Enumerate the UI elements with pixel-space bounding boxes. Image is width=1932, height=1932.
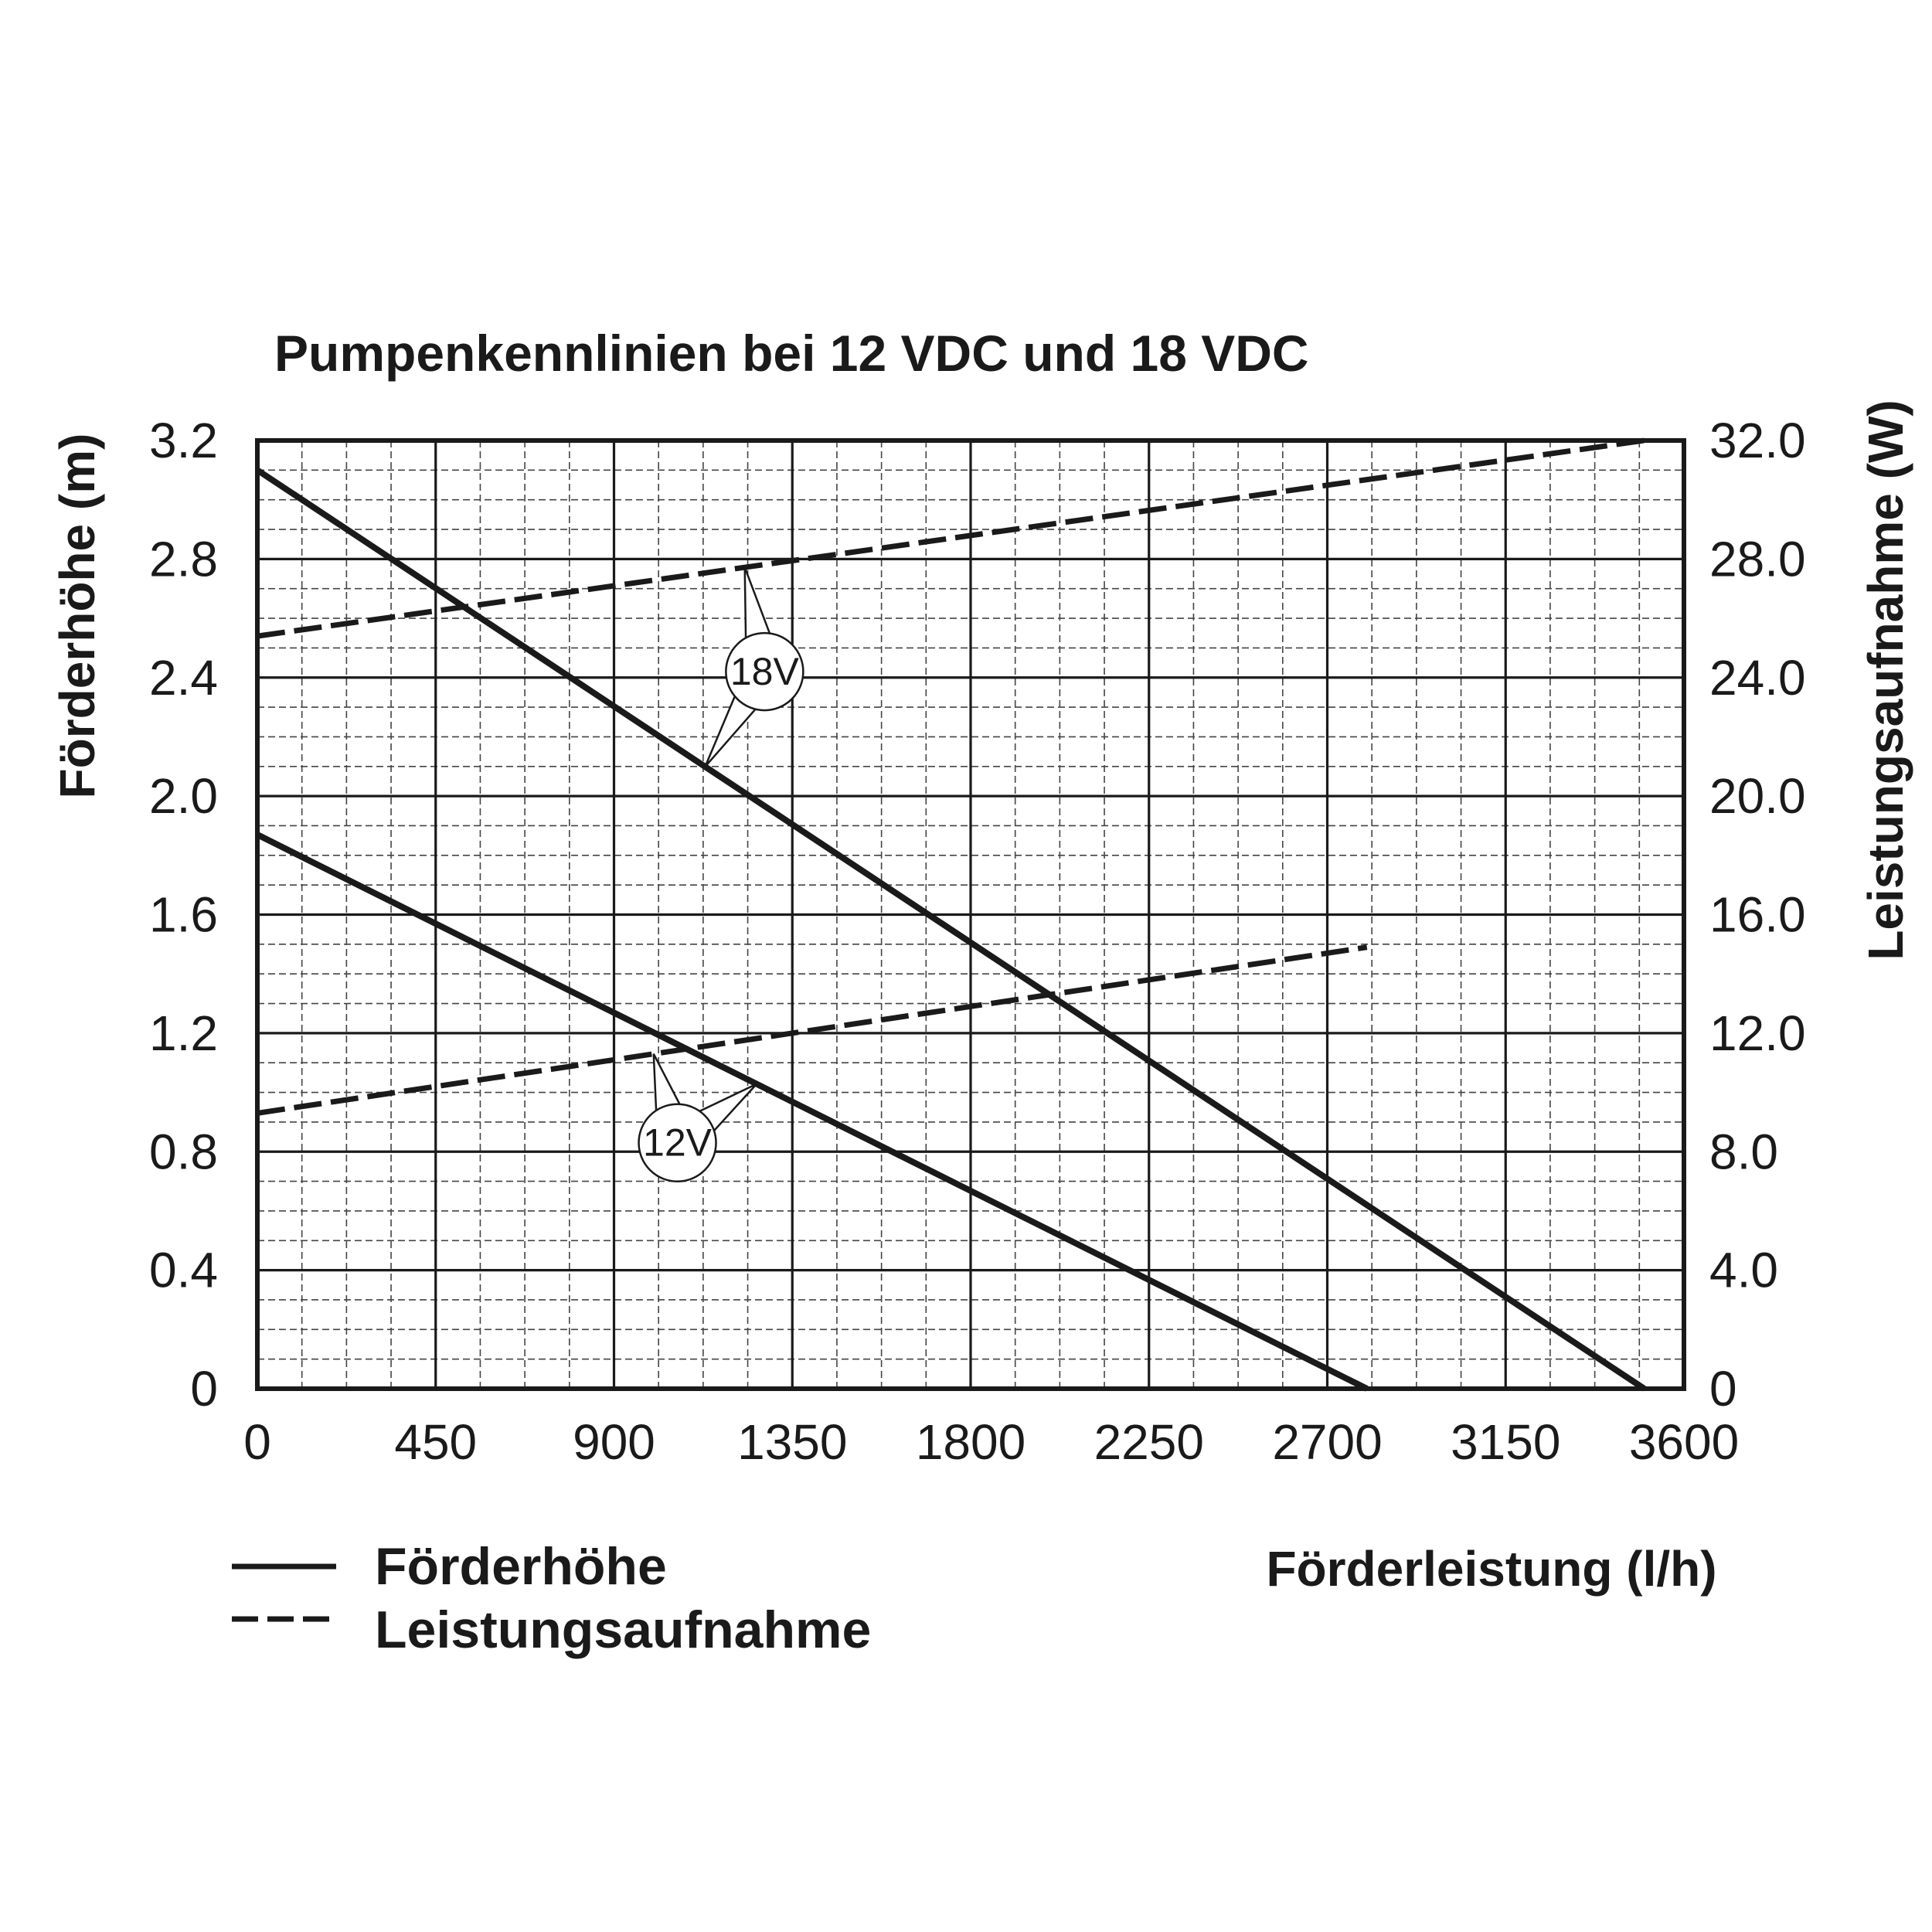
y2-tick-label: 20.0	[1709, 768, 1806, 824]
plot-frame	[255, 438, 1686, 1391]
y-tick-label: 0	[190, 1361, 218, 1417]
x-tick-label: 2250	[1094, 1414, 1204, 1470]
y2-tick-label: 8.0	[1709, 1124, 1778, 1179]
y-axis-label: Förderhöhe (m)	[49, 434, 105, 799]
y2-tick-labels: 0 4.0 8.0 12.0 16.0 20.0 24.0 28.0 32.0	[1709, 413, 1806, 1417]
major-grid	[257, 440, 1684, 1389]
y2-axis-label: Leistungsaufnahme (W)	[1858, 400, 1913, 960]
y2-tick-label: 16.0	[1709, 887, 1806, 943]
y2-tick-label: 4.0	[1709, 1243, 1778, 1298]
x-tick-label: 3150	[1451, 1414, 1560, 1470]
legend-label-leistungsaufnahme: Leistungsaufnahme	[375, 1600, 871, 1659]
y-tick-label: 2.8	[149, 531, 218, 587]
x-tick-label: 1800	[916, 1414, 1026, 1470]
callout-pointer	[652, 1053, 682, 1112]
y2-tick-label: 28.0	[1709, 531, 1806, 587]
y-tick-label: 1.2	[149, 1005, 218, 1061]
y2-tick-label: 32.0	[1709, 413, 1806, 468]
y-tick-labels: 0 0.4 0.8 1.2 1.6 2.0 2.4 2.8 3.2	[149, 413, 218, 1417]
x-tick-label: 3600	[1629, 1414, 1739, 1470]
callout-label: 12V	[643, 1121, 713, 1165]
legend: Förderhöhe Leistungsaufnahme	[232, 1537, 871, 1659]
x-axis-label: Förderleistung (l/h)	[1266, 1541, 1716, 1597]
annotation-18v: 18V	[704, 566, 804, 767]
y2-tick-label: 12.0	[1709, 1005, 1806, 1061]
callout-pointer	[743, 566, 771, 639]
y-tick-label: 2.0	[149, 768, 218, 824]
x-tick-label: 450	[394, 1414, 477, 1470]
y-tick-label: 0.8	[149, 1124, 218, 1179]
chart-title: Pumpenkennlinien bei 12 VDC und 18 VDC	[274, 325, 1309, 382]
annotation-12v: 12V	[638, 1053, 758, 1182]
y-tick-label: 3.2	[149, 413, 218, 468]
callout-bubble	[638, 1103, 717, 1182]
x-tick-labels: 0 450 900 1350 1800 2250 2700 3150 3600	[243, 1414, 1739, 1470]
y-tick-label: 1.6	[149, 887, 218, 943]
callout-label: 18V	[730, 650, 800, 693]
annotation-layer: 18V 12V	[638, 566, 804, 1182]
x-tick-label: 1350	[737, 1414, 847, 1470]
x-tick-label: 900	[573, 1414, 655, 1470]
y-tick-label: 2.4	[149, 650, 218, 706]
x-tick-label: 0	[243, 1414, 271, 1470]
y-tick-label: 0.4	[149, 1243, 218, 1298]
series-layer	[255, 437, 1646, 1392]
series-18v-head-line	[255, 467, 1646, 1392]
series-12v-head-line	[256, 832, 1369, 1392]
series-18v-power-line	[257, 437, 1645, 639]
legend-label-foerderhoehe: Förderhöhe	[375, 1537, 667, 1596]
x-tick-label: 2700	[1272, 1414, 1382, 1470]
y2-tick-label: 24.0	[1709, 650, 1806, 706]
series-12v-power-line	[257, 944, 1368, 1116]
callout-bubble	[725, 631, 804, 712]
y2-tick-label: 0	[1709, 1361, 1737, 1417]
